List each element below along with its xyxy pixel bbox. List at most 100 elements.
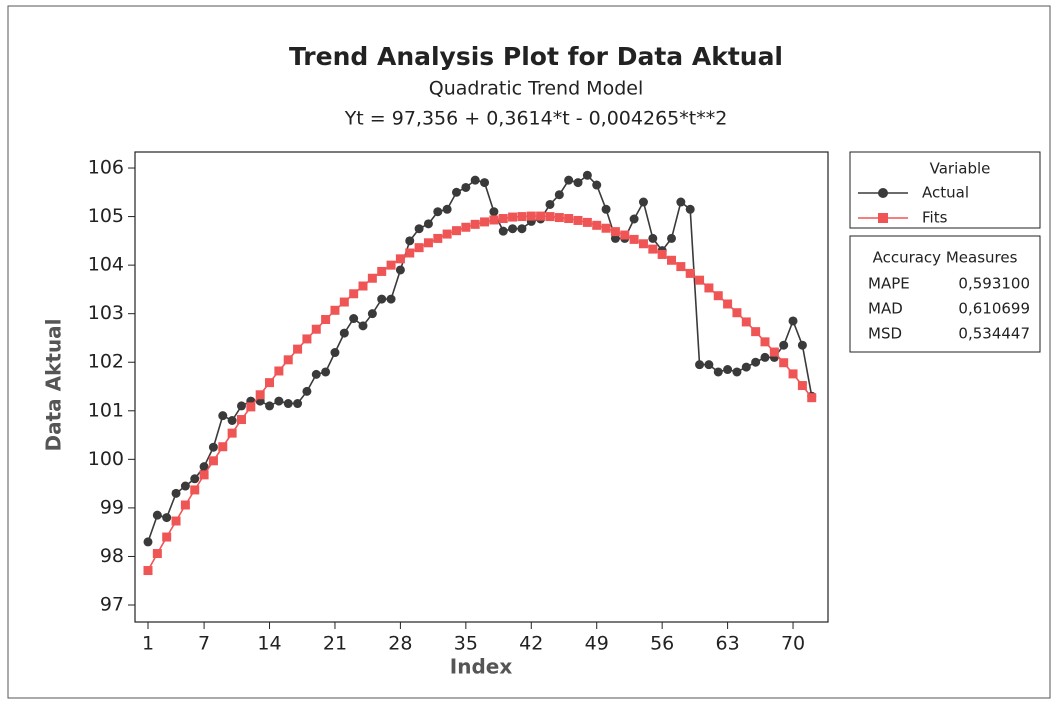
y-tick-label: 103	[88, 302, 124, 324]
point	[451, 226, 461, 236]
point	[349, 314, 359, 324]
point	[732, 367, 742, 377]
chart-title: Trend Analysis Plot for Data Aktual	[289, 42, 783, 71]
x-tick-label: 21	[323, 633, 347, 655]
point	[152, 549, 162, 559]
point	[367, 273, 377, 283]
point	[414, 243, 424, 253]
y-tick-label: 106	[88, 157, 124, 179]
point	[638, 197, 648, 207]
point	[405, 236, 415, 246]
x-tick-label: 70	[781, 633, 805, 655]
point	[162, 532, 172, 542]
point	[330, 348, 340, 358]
point	[695, 360, 705, 370]
accuracy-title: Accuracy Measures	[873, 249, 1018, 267]
point	[788, 369, 798, 379]
point	[592, 220, 602, 230]
point	[302, 334, 312, 344]
point	[265, 401, 275, 411]
point	[480, 217, 490, 227]
point	[526, 211, 536, 221]
y-tick-label: 97	[100, 594, 124, 616]
point	[451, 187, 461, 197]
point	[732, 308, 742, 318]
subtitle: Quadratic Trend Model	[429, 78, 643, 100]
point	[704, 283, 714, 293]
point	[582, 217, 592, 227]
point	[648, 233, 658, 243]
y-tick-label: 101	[88, 399, 124, 421]
point	[377, 266, 387, 276]
y-tick-label: 104	[88, 254, 124, 276]
point	[723, 299, 733, 309]
point	[610, 227, 620, 237]
point	[545, 212, 555, 222]
point	[293, 399, 303, 409]
point	[293, 344, 303, 354]
point	[629, 214, 639, 224]
point	[255, 390, 265, 400]
point	[321, 315, 331, 325]
point	[470, 219, 480, 229]
point	[236, 401, 246, 411]
point	[274, 366, 284, 376]
point	[414, 224, 424, 234]
point	[162, 513, 172, 523]
accuracy-value: 0,593100	[958, 275, 1030, 293]
point	[152, 510, 162, 520]
point	[358, 281, 368, 291]
point	[779, 340, 789, 350]
point	[283, 355, 293, 365]
point	[667, 255, 677, 265]
point	[321, 367, 331, 377]
point	[180, 500, 190, 510]
point	[423, 219, 433, 229]
accuracy-box	[849, 235, 1041, 353]
point	[788, 316, 798, 326]
y-tick-label: 99	[100, 496, 124, 518]
point	[592, 180, 602, 190]
accuracy-label: MAD	[868, 300, 903, 318]
point	[685, 268, 695, 278]
x-tick-label: 42	[519, 633, 543, 655]
point	[395, 254, 405, 264]
point	[676, 197, 686, 207]
point	[582, 170, 592, 180]
point	[190, 485, 200, 495]
y-tick-label: 105	[88, 205, 124, 227]
point	[199, 462, 209, 472]
point	[573, 178, 583, 188]
point	[302, 386, 312, 396]
point	[180, 481, 190, 491]
point	[433, 207, 443, 217]
point	[199, 470, 209, 480]
point	[536, 211, 546, 221]
point	[489, 215, 499, 225]
point	[461, 182, 471, 192]
x-tick-label: 7	[198, 633, 210, 655]
point	[208, 456, 218, 466]
point	[480, 178, 490, 188]
point	[695, 275, 705, 285]
legend-title: Variable	[930, 160, 991, 178]
point	[601, 204, 611, 214]
point	[330, 305, 340, 315]
point	[629, 234, 639, 244]
point	[723, 365, 733, 375]
point	[470, 175, 480, 185]
y-tick-label: 100	[88, 448, 124, 470]
point	[564, 175, 574, 185]
accuracy-value: 0,610699	[958, 300, 1030, 318]
point	[807, 393, 817, 403]
point	[311, 324, 321, 334]
accuracy-value: 0,534447	[958, 325, 1030, 343]
point	[797, 340, 807, 350]
point	[442, 229, 452, 239]
point	[610, 233, 620, 243]
point	[498, 226, 508, 236]
x-axis-label: Index	[450, 655, 513, 679]
point	[339, 297, 349, 307]
point	[741, 362, 751, 372]
